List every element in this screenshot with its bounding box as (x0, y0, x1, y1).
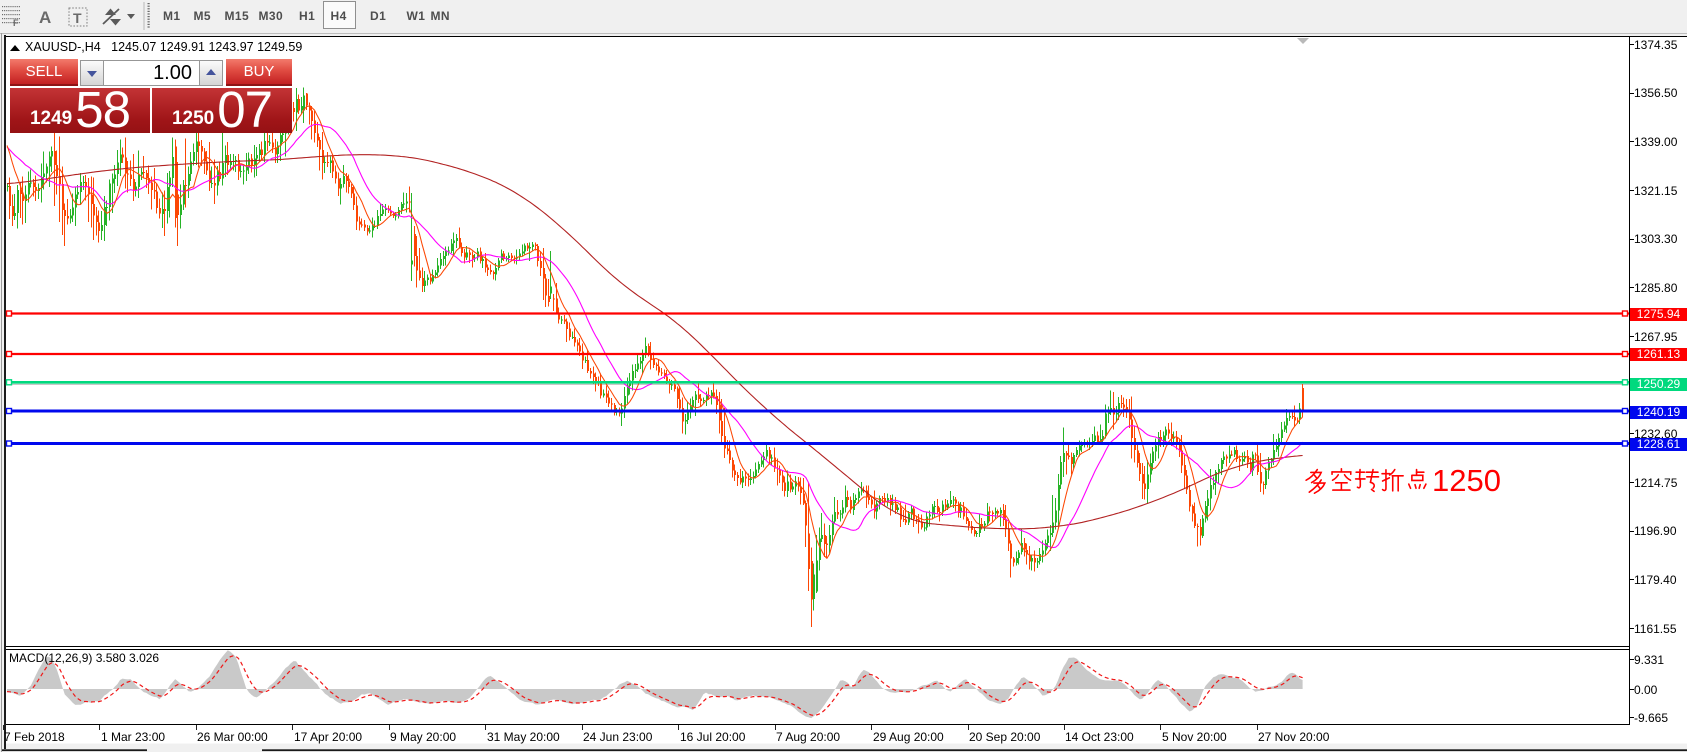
svg-text:1250: 1250 (1432, 463, 1501, 498)
svg-text:F: F (13, 18, 19, 28)
svg-text:A: A (39, 8, 51, 27)
svg-text:T: T (73, 10, 82, 26)
